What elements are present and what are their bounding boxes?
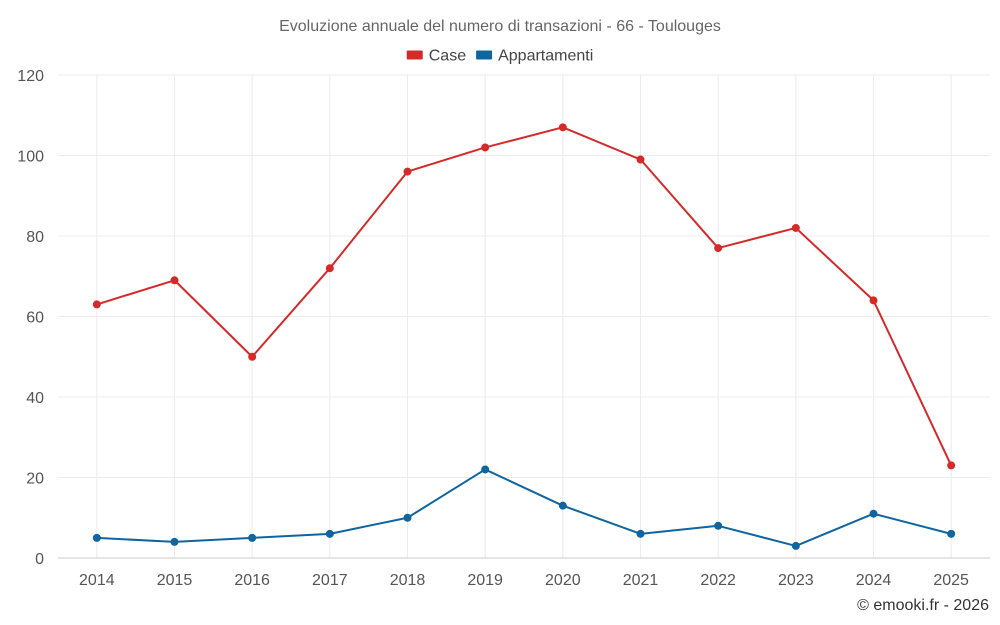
data-point-appartamenti[interactable] <box>636 529 645 538</box>
legend-swatch <box>476 50 493 60</box>
data-point-appartamenti[interactable] <box>714 521 723 530</box>
series-layer <box>92 123 956 550</box>
legend-swatch <box>406 50 423 60</box>
y-tick-label: 60 <box>26 310 44 327</box>
y-tick-label: 100 <box>17 149 44 166</box>
gridlines <box>58 74 990 558</box>
data-point-case[interactable] <box>403 167 412 176</box>
y-tick-label: 20 <box>26 471 44 488</box>
data-point-appartamenti[interactable] <box>248 533 257 542</box>
y-tick-label: 80 <box>26 229 44 246</box>
x-tick-label: 2023 <box>778 572 814 589</box>
legend-item-case[interactable]: Case <box>406 48 466 65</box>
legend-label: Appartamenti <box>498 48 593 65</box>
x-tick-label: 2025 <box>933 572 969 589</box>
data-point-case[interactable] <box>636 155 645 164</box>
data-point-appartamenti[interactable] <box>403 513 412 522</box>
data-point-appartamenti[interactable] <box>170 537 179 546</box>
data-point-case[interactable] <box>481 143 490 152</box>
x-tick-label: 2016 <box>234 572 270 589</box>
data-point-appartamenti[interactable] <box>325 529 334 538</box>
data-point-case[interactable] <box>92 300 101 309</box>
y-axis: 0 20 40 60 80 100 120 <box>17 68 44 568</box>
x-tick-label: 2017 <box>312 572 348 589</box>
legend-item-appartamenti[interactable]: Appartamenti <box>476 48 593 65</box>
credit-text: © emooki.fr - 2026 <box>857 597 989 614</box>
series-line-appartamenti <box>96 468 952 547</box>
data-point-appartamenti[interactable] <box>869 509 878 518</box>
x-tick-label: 2020 <box>545 572 581 589</box>
data-point-case[interactable] <box>714 244 723 253</box>
data-point-appartamenti[interactable] <box>558 501 567 510</box>
legend: Case Appartamenti <box>406 48 593 65</box>
x-tick-label: 2014 <box>79 572 115 589</box>
data-point-appartamenti[interactable] <box>947 529 956 538</box>
x-axis: 2014 2015 2016 2017 2018 2019 2020 2021 2022 2023… <box>58 557 990 589</box>
chart-title: Evoluzione annuale del numero di transaz… <box>279 18 721 35</box>
x-tick-label: 2018 <box>390 572 426 589</box>
y-tick-label: 0 <box>35 551 44 568</box>
data-point-case[interactable] <box>947 461 956 470</box>
x-tick-label: 2022 <box>700 572 736 589</box>
y-tick-label: 40 <box>26 390 44 407</box>
x-tick-label: 2021 <box>623 572 659 589</box>
data-point-appartamenti[interactable] <box>791 541 800 550</box>
data-point-case[interactable] <box>325 264 334 273</box>
data-point-case[interactable] <box>558 123 567 132</box>
data-point-appartamenti[interactable] <box>481 465 490 474</box>
x-tick-label: 2024 <box>856 572 892 589</box>
data-point-appartamenti[interactable] <box>92 533 101 542</box>
legend-label: Case <box>429 48 466 65</box>
series-line-case <box>96 126 953 466</box>
y-tick-label: 120 <box>17 68 44 85</box>
x-tick-label: 2015 <box>157 572 193 589</box>
x-tick-label: 2019 <box>467 572 503 589</box>
data-point-case[interactable] <box>170 276 179 285</box>
data-point-case[interactable] <box>869 296 878 305</box>
data-point-case[interactable] <box>248 352 257 361</box>
data-point-case[interactable] <box>791 223 800 232</box>
